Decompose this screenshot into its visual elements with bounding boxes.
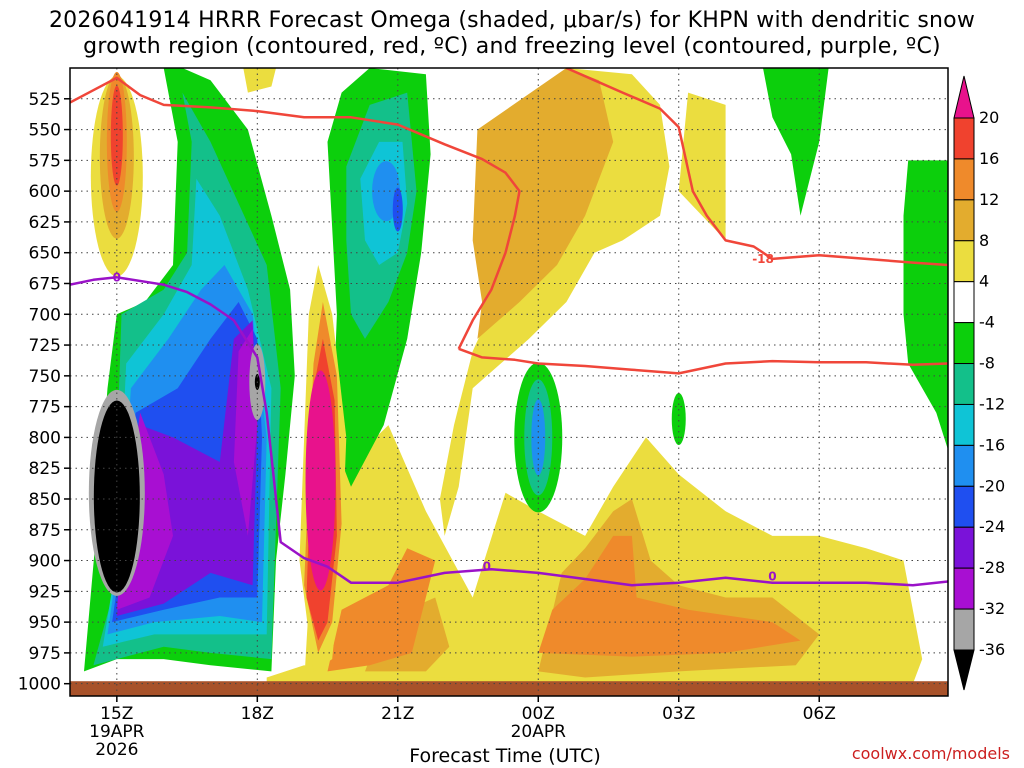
- colorbar-arrow-bottom: [953, 649, 975, 691]
- colorbar-bin-6: [953, 322, 975, 365]
- colorbar-bin-4: [953, 240, 975, 283]
- y-tick-label-650: 650: [29, 244, 61, 264]
- y-tick-label-900: 900: [29, 552, 61, 572]
- y-tick-label-750: 750: [29, 367, 61, 387]
- credit-link[interactable]: coolwx.com/models: [851, 744, 1010, 763]
- y-tick-label-600: 600: [29, 182, 61, 202]
- colorbar-bin-1: [953, 117, 975, 160]
- x-tick-label-18Z: 18Z: [241, 704, 274, 724]
- colorbar-label-13: -36: [979, 640, 1005, 659]
- x-tick-label-15Z: 15Z: [100, 704, 133, 724]
- y-tick-label-725: 725: [29, 336, 61, 356]
- y-tick-label-700: 700: [29, 305, 61, 325]
- x-tick-label-00Z: 00Z: [522, 704, 555, 724]
- y-tick-label-800: 800: [29, 428, 61, 448]
- colorbar-bin-9: [953, 444, 975, 487]
- x-tick-label-21Z: 21Z: [381, 704, 414, 724]
- omega-shade-green-04z: [763, 68, 829, 216]
- omega-shade-4-8-top: [243, 68, 276, 93]
- colorbar-bin-3: [953, 199, 975, 242]
- colorbar-label-9: -20: [979, 476, 1005, 495]
- colorbar-label-8: -16: [979, 435, 1005, 454]
- contour-freezing-level-0: [70, 276, 948, 587]
- chart-title-line2: growth region (contoured, red, ºC) and f…: [83, 34, 941, 59]
- colorbar-bin-13: [953, 608, 975, 651]
- y-tick-label-975: 975: [29, 644, 61, 664]
- plot-frame: [69, 67, 949, 697]
- y-tick-label-775: 775: [29, 398, 61, 418]
- colorbar-bin-8: [953, 403, 975, 446]
- colorbar-arrow-top: [953, 75, 975, 119]
- omega-shade-green-right: [903, 160, 948, 450]
- contour-label-0: -18: [752, 252, 774, 266]
- colorbar-label-2: 12: [979, 190, 999, 209]
- y-tick-label-525: 525: [29, 90, 61, 110]
- colorbar-bin-11: [953, 526, 975, 569]
- colorbar-label-0: 20: [979, 108, 999, 127]
- colorbar-label-4: 4: [979, 272, 989, 291]
- y-tick-label-825: 825: [29, 459, 61, 479]
- contour-lines: -18 0 0 0: [70, 68, 948, 587]
- ground-band: [70, 681, 948, 696]
- y-tick-label-550: 550: [29, 121, 61, 141]
- x-tick-sublabel-00Z-0: 20APR: [511, 722, 567, 742]
- omega-field: [84, 68, 948, 688]
- contour-label-2: 0: [483, 560, 491, 574]
- y-tick-label-1000: 1000: [18, 675, 61, 695]
- contour-temperature--18: [70, 76, 521, 350]
- omega-shade-green-03z: [671, 392, 686, 445]
- omega-shade-16-20-15z: [110, 85, 123, 186]
- x-axis-title: Forecast Time (UTC): [409, 745, 601, 767]
- grid-lines: [70, 68, 948, 696]
- colorbar-bin-12: [953, 567, 975, 610]
- colorbar-label-12: -32: [979, 599, 1005, 618]
- colorbar-bin-2: [953, 158, 975, 201]
- x-tick-label-03Z: 03Z: [662, 704, 695, 724]
- colorbar-bin-5: [953, 281, 975, 324]
- colorbar-label-6: -8: [979, 354, 995, 373]
- ground-strip: [70, 681, 948, 696]
- y-axis: 525 550 575 600 625 650 675 700 725 750 775 800 825 8…: [18, 90, 70, 695]
- y-tick-label-875: 875: [29, 521, 61, 541]
- omega-shade-8-12-upper: [472, 68, 614, 339]
- omega-shade-blue-center: [392, 187, 403, 232]
- contour-label-3: 0: [768, 570, 776, 584]
- y-tick-label-950: 950: [29, 613, 61, 633]
- y-tick-label-850: 850: [29, 490, 61, 510]
- colorbar-label-5: -4: [979, 313, 995, 332]
- contour-label-1: 0: [113, 270, 121, 284]
- omega-shade-12-16-lower2: [538, 535, 801, 657]
- x-tick-sublabel-15Z-1: 2026: [95, 740, 138, 760]
- colorbar-label-3: 8: [979, 231, 989, 250]
- omega-shade-magenta-19z: [305, 370, 336, 591]
- x-tick-sublabel-15Z-0: 19APR: [89, 722, 145, 742]
- x-tick-label-06Z: 06Z: [803, 704, 836, 724]
- chart-title-line1: 2026041914 HRRR Forecast Omega (shaded, …: [48, 8, 976, 33]
- colorbar-label-10: -24: [979, 517, 1005, 536]
- y-tick-label-625: 625: [29, 213, 61, 233]
- contour-temperature--18c: [565, 68, 948, 267]
- y-tick-label-675: 675: [29, 274, 61, 294]
- omega-shade-black-core: [93, 400, 140, 593]
- contour-temperature--18b: [458, 347, 948, 375]
- colorbar-bin-10: [953, 485, 975, 528]
- chart-title: 2026041914 HRRR Forecast Omega (shaded, …: [0, 8, 1024, 60]
- omega-shade-12-16-lower: [327, 548, 436, 672]
- omega-shade-4-8-mid: [678, 92, 726, 241]
- omega-shade-4-8-upper: [439, 68, 670, 536]
- colorbar-label-7: -12: [979, 394, 1005, 413]
- colorbar: 20 16 12 8 4 -4 -8 -12 -16 -20 -24 -28 -32 -36: [953, 75, 1005, 691]
- y-tick-label-575: 575: [29, 151, 61, 171]
- colorbar-bin-7: [953, 363, 975, 405]
- colorbar-label-1: 16: [979, 149, 999, 168]
- y-tick-label-925: 925: [29, 582, 61, 602]
- colorbar-label-11: -28: [979, 558, 1005, 577]
